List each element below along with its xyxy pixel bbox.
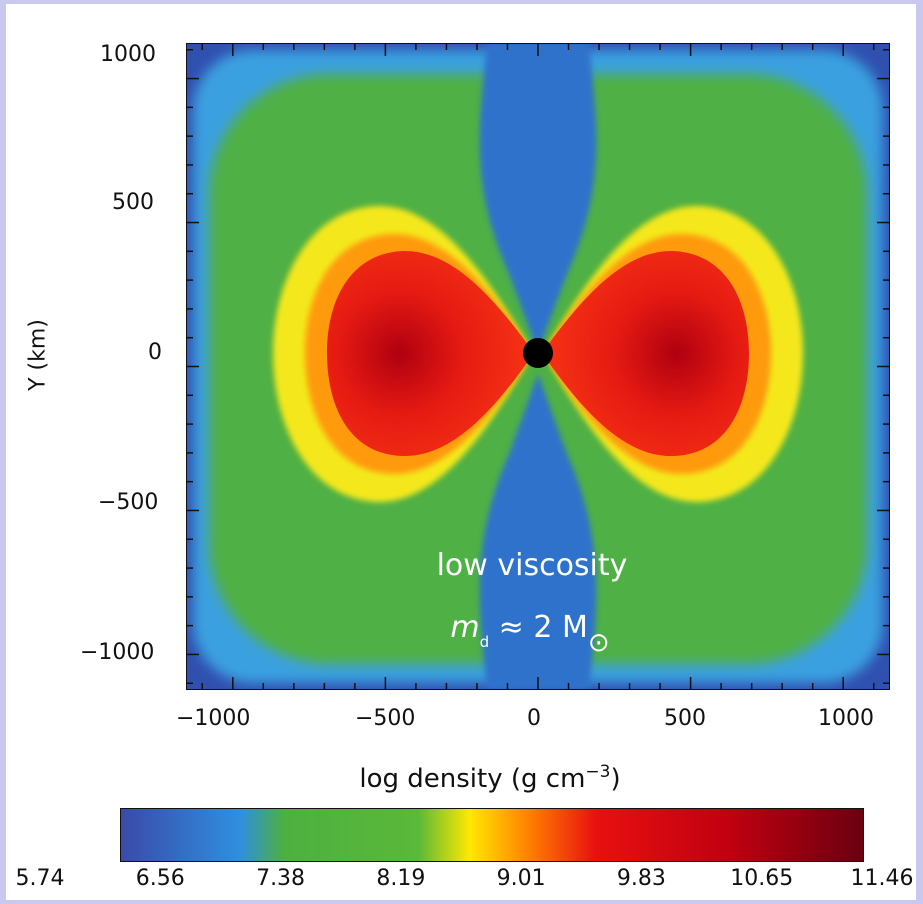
lower-funnel xyxy=(479,374,597,689)
x-tick-label: −1000 xyxy=(176,706,251,731)
y-axis-label: Y (km) xyxy=(25,319,51,391)
y-tick-label: 0 xyxy=(148,340,162,365)
colorbar-tick-label: 10.65 xyxy=(730,866,794,891)
disk-mass-subscript: d xyxy=(479,633,490,651)
annotation-low-viscosity: low viscosity xyxy=(436,548,628,583)
right-red-lobe xyxy=(542,250,749,457)
axis-ticks xyxy=(187,44,889,689)
colorbar-title-text: log density (g cm xyxy=(359,764,586,794)
colorbar-tick-label: 5.74 xyxy=(15,866,65,891)
colorbar-tick-label: 9.83 xyxy=(616,866,666,891)
x-tick-label: 1000 xyxy=(818,706,874,731)
y-tick-label: 500 xyxy=(112,190,154,215)
colorbar-tick-label: 8.19 xyxy=(376,866,426,891)
colorbar-title-exponent: −3 xyxy=(585,762,611,782)
y-tick-label: 1000 xyxy=(100,42,156,67)
central-black-hole xyxy=(523,338,553,368)
x-tick-label: 0 xyxy=(527,706,541,731)
annotation-disk-mass: md ≈ 2 M⊙ xyxy=(450,610,609,658)
left-red-lobe xyxy=(327,250,534,457)
solar-symbol: ⊙ xyxy=(587,628,610,658)
colorbar-tick-label: 11.46 xyxy=(850,866,914,891)
upper-funnel xyxy=(479,44,597,352)
y-tick-label: −1000 xyxy=(80,640,155,665)
density-map xyxy=(186,43,890,690)
x-tick-label: −500 xyxy=(355,706,416,731)
x-tick-label: 500 xyxy=(664,706,706,731)
colorbar-tick-label: 9.01 xyxy=(496,866,546,891)
colorbar-tick-label: 6.56 xyxy=(135,866,185,891)
colorbar-title-close: ) xyxy=(610,764,621,794)
disk-mass-symbol: m xyxy=(450,610,480,645)
colorbar xyxy=(120,808,864,862)
y-tick-label: −500 xyxy=(98,490,159,515)
colorbar-title: log density (g cm−3) xyxy=(359,762,620,794)
density-map-svg xyxy=(187,44,889,689)
disk-mass-relation: ≈ 2 M xyxy=(498,610,588,645)
colorbar-tick-label: 7.38 xyxy=(256,866,306,891)
